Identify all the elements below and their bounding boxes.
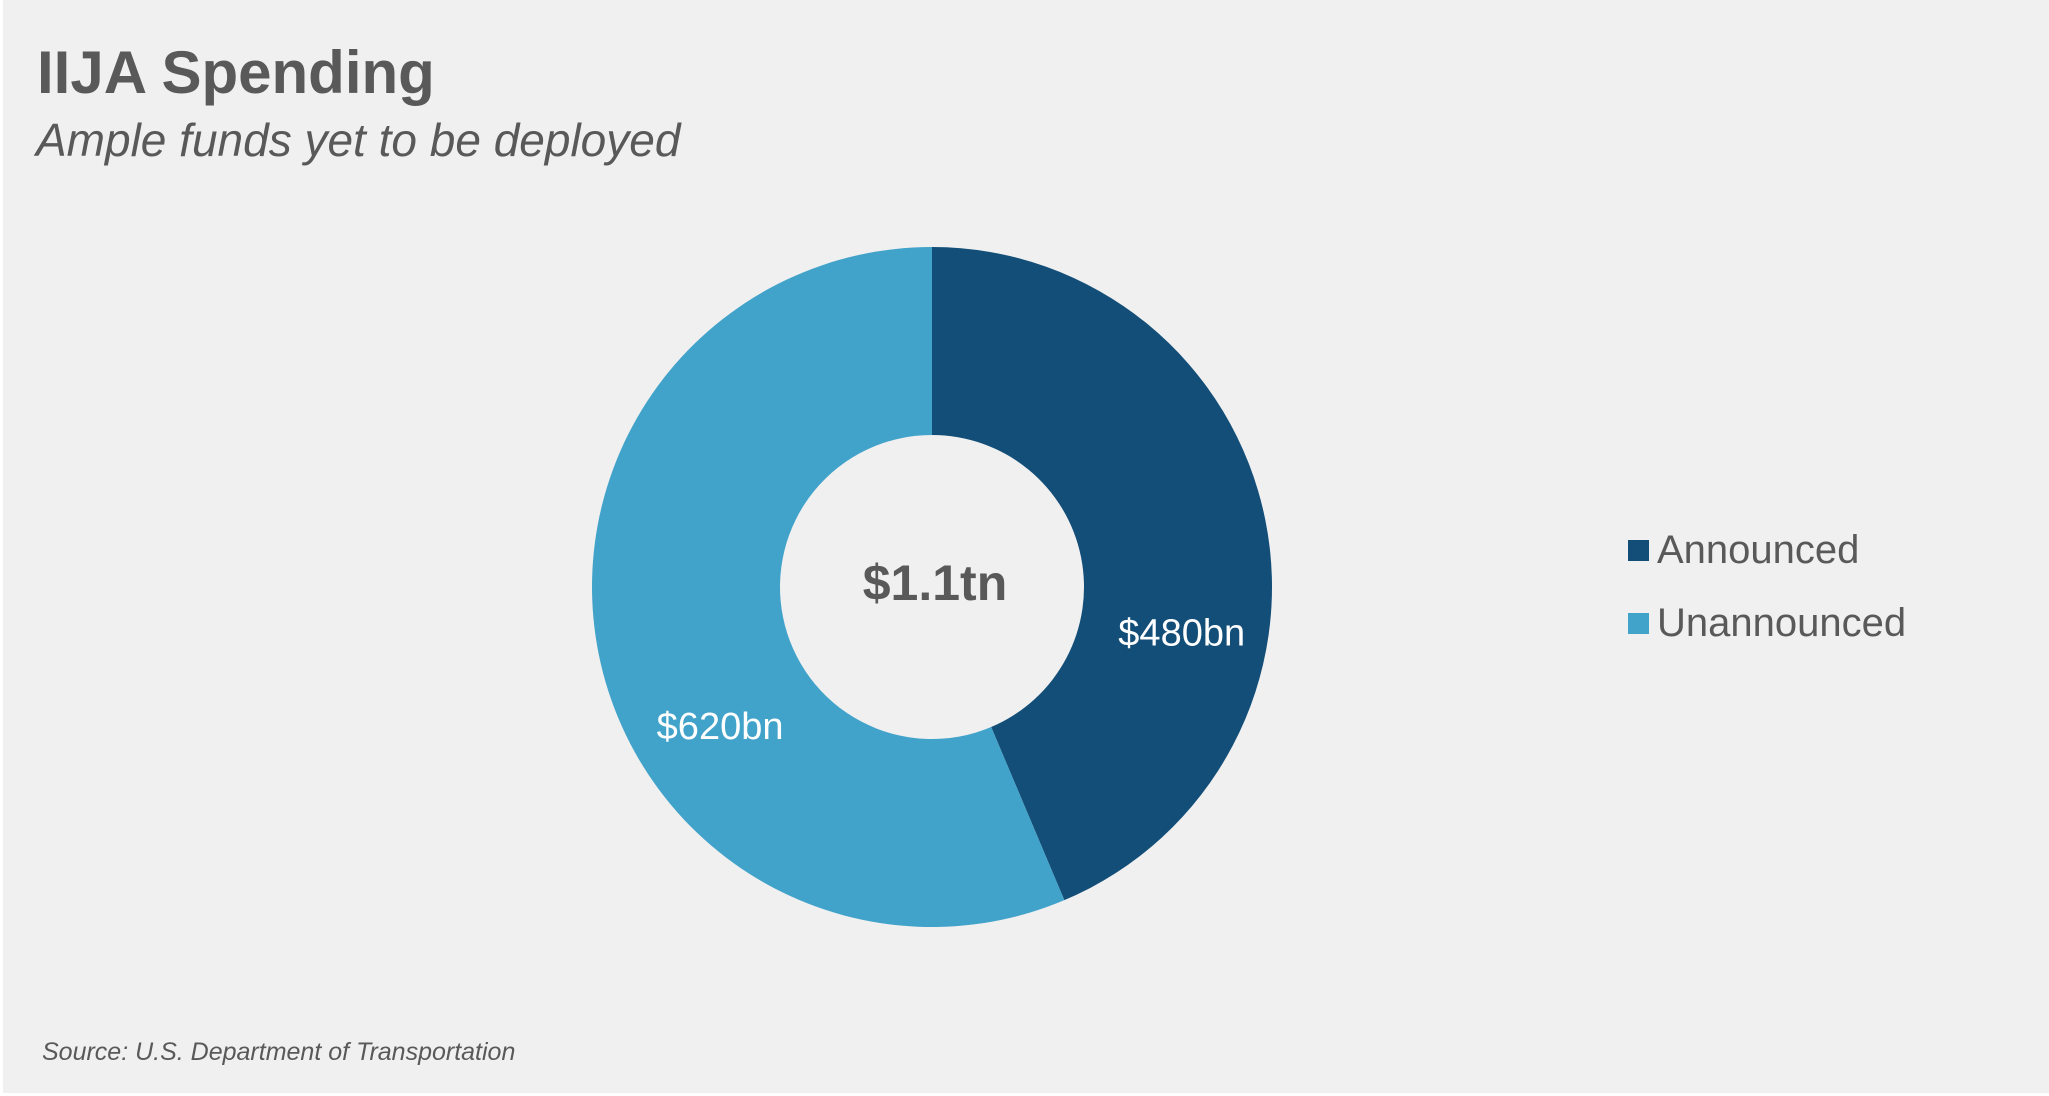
data-label-unannounced: $620bn <box>657 706 784 748</box>
chart-subtitle: Ample funds yet to be deployed <box>36 114 681 166</box>
legend-item-announced: Announced <box>1628 530 1906 570</box>
chart-legend: Announced Unannounced <box>1628 530 1906 676</box>
legend-swatch-unannounced <box>1628 612 1649 634</box>
donut-slices <box>592 247 1272 927</box>
page-edge-left <box>0 0 3 1096</box>
donut-center-label: $1.1tn <box>863 555 1008 611</box>
legend-label-announced: Announced <box>1657 528 1860 572</box>
legend-item-unannounced: Unannounced <box>1628 603 1906 643</box>
legend-swatch-announced <box>1628 539 1649 561</box>
data-label-announced: $480bn <box>1118 612 1245 654</box>
legend-label-unannounced: Unannounced <box>1657 601 1907 645</box>
source-note: Source: U.S. Department of Transportatio… <box>42 1038 516 1066</box>
page-edge-bottom <box>0 1093 2049 1096</box>
donut-slice-unannounced <box>592 247 1065 927</box>
donut-slice-announced <box>932 247 1272 901</box>
chart-title: IIJA Spending <box>37 39 435 106</box>
donut-slice-labels: $480bn $620bn <box>657 612 1245 748</box>
